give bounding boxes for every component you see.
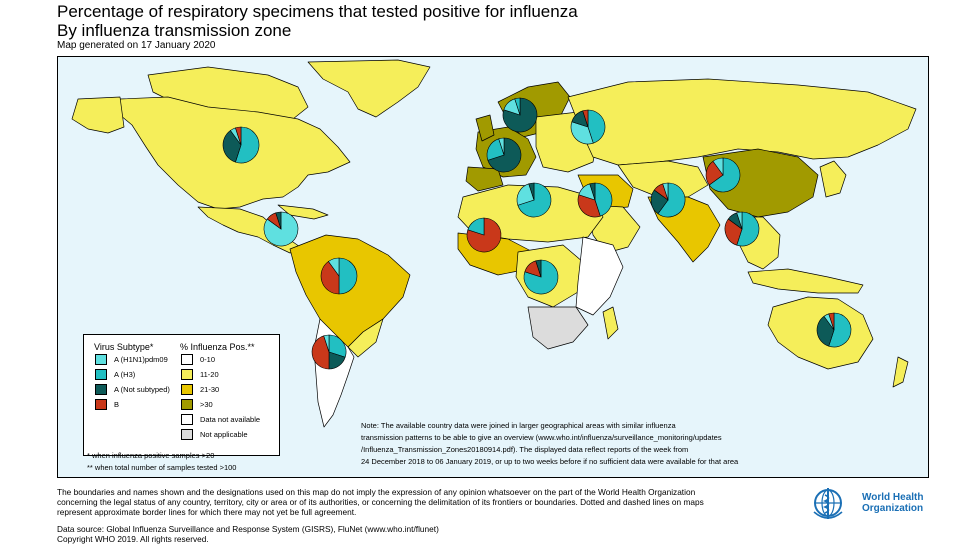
pie-slice-h3: [235, 126, 260, 164]
disclaimer-line: concerning the legal status of any count…: [57, 497, 704, 507]
title-line-2: By influenza transmission zone: [57, 21, 292, 40]
pie-slice-b: [828, 312, 835, 331]
pie-slice-h1n1: [570, 121, 594, 145]
pie-slice-h1n1: [328, 257, 340, 277]
pie-tropical-south-america[interactable]: [320, 257, 358, 295]
disclaimer-line: The boundaries and names shown and the d…: [57, 487, 696, 497]
pie-slice-h3: [594, 182, 613, 217]
pie-slice-b: [577, 194, 601, 218]
pie-slice-h3: [467, 217, 485, 236]
legend-swatch: [181, 414, 193, 425]
pie-oceania[interactable]: [816, 312, 852, 348]
note-line: /Influenza_Transmission_Zones20180914.pd…: [361, 445, 689, 454]
pie-slice-h1n1: [736, 211, 743, 230]
pie-western-africa[interactable]: [466, 217, 502, 253]
region-eastern-africa[interactable]: [575, 236, 624, 316]
who-logo: [808, 486, 928, 522]
region-japan-korea[interactable]: [819, 160, 847, 198]
pie-slice-not-subtyped: [589, 182, 596, 201]
source-line: Data source: Global Influenza Surveillan…: [57, 524, 439, 534]
pie-slice-not-subtyped: [275, 211, 282, 230]
legend-footnote-1: * when influenza positive samples >20: [87, 451, 215, 460]
map-legend: Virus Subtype* % Influenza Pos.** A (H1N…: [83, 334, 280, 456]
pie-slice-h1n1: [323, 334, 330, 353]
pie-slice-not-subtyped: [528, 182, 535, 201]
pie-slice-h3: [587, 109, 606, 144]
influenza-subtype-pies: [222, 97, 852, 370]
disclaimer-line: represent approximate border lines for w…: [57, 507, 357, 517]
region-madagascar[interactable]: [602, 306, 619, 340]
pie-slice-h3: [517, 182, 552, 218]
pie-south-east-asia[interactable]: [724, 211, 760, 247]
pie-slice-b: [311, 335, 330, 370]
region-central-asia[interactable]: [617, 160, 709, 198]
pie-north-america[interactable]: [222, 126, 260, 164]
pie-southern-asia[interactable]: [650, 182, 686, 218]
pie-slice-b: [582, 109, 589, 128]
pie-slice-h1n1: [712, 157, 724, 176]
note-line: transmission patterns to be able to give…: [361, 433, 722, 442]
pie-slice-b: [724, 218, 743, 246]
legend-swatch: [181, 354, 193, 365]
pie-slice-h3: [828, 312, 852, 348]
pie-temperate-south-america[interactable]: [311, 334, 347, 370]
pie-slice-h3: [657, 182, 686, 218]
pie-eastern-asia[interactable]: [705, 157, 741, 193]
legend-positivity-header: % Influenza Pos.**: [180, 342, 255, 352]
pie-western-asia[interactable]: [577, 182, 613, 218]
pie-slice-b: [235, 126, 242, 146]
pie-slice-not-subtyped: [222, 130, 242, 163]
data-note: Note: The available country data were jo…: [361, 420, 831, 468]
disclaimer: The boundaries and names shown and the d…: [57, 487, 747, 517]
pie-slice-h3: [328, 334, 347, 358]
pie-south-west-europe[interactable]: [486, 137, 522, 173]
copyright-line: Copyright WHO 2019. All rights reserved.: [57, 534, 209, 544]
legend-swatch: [95, 384, 107, 395]
data-source: Data source: Global Influenza Surveillan…: [57, 524, 657, 544]
pie-slice-h3: [736, 211, 760, 247]
region-iberia[interactable]: [465, 166, 504, 192]
pie-eastern-europe[interactable]: [570, 109, 606, 145]
legend-swatch: [181, 384, 193, 395]
legend-swatch: [95, 354, 107, 365]
pie-slice-not-subtyped: [816, 315, 835, 347]
note-line: 24 December 2018 to 06 January 2019, or …: [361, 457, 739, 466]
region-south-america-east[interactable]: [347, 318, 384, 358]
legend-swatch: [181, 369, 193, 380]
pie-northern-europe[interactable]: [502, 97, 538, 133]
title-line-1: Percentage of respiratory specimens that…: [57, 2, 578, 21]
who-emblem-icon: [813, 488, 843, 519]
legend-swatch: [95, 369, 107, 380]
region-alaska[interactable]: [71, 96, 125, 134]
who-logo-line-1: World Health: [862, 492, 924, 503]
pie-central-america-and-caribbean[interactable]: [263, 211, 299, 247]
who-logo-text: World Health Organization: [862, 492, 923, 514]
region-southern-africa[interactable]: [527, 306, 589, 350]
who-logo-line-2: Organization: [862, 503, 924, 514]
legend-footnote-2: ** when total number of samples tested >…: [87, 463, 237, 472]
region-greenland[interactable]: [307, 59, 431, 118]
region-indonesia[interactable]: [747, 268, 864, 294]
legend-swatch: [181, 399, 193, 410]
pie-slice-not-subtyped: [487, 137, 522, 173]
region-new-zealand[interactable]: [892, 356, 909, 388]
pie-middle-africa[interactable]: [523, 259, 559, 295]
pie-slice-b: [320, 261, 340, 295]
legend-swatch: [181, 429, 193, 440]
pie-slice-h3: [708, 157, 741, 193]
region-uk[interactable]: [475, 114, 495, 142]
legend-subtype-header: Virus Subtype*: [94, 342, 154, 352]
map-generated-date: Map generated on 17 January 2020: [57, 40, 216, 51]
note-line: Note: The available country data were jo…: [361, 421, 676, 430]
pie-northern-africa[interactable]: [516, 182, 552, 218]
pie-slice-h1n1: [662, 182, 669, 201]
legend-swatch: [95, 399, 107, 410]
pie-slice-h3: [514, 97, 521, 116]
pie-slice-not-subtyped: [535, 259, 542, 278]
pie-slice-h1n1: [498, 137, 505, 156]
pie-slice-h3: [338, 257, 358, 295]
region-russia[interactable]: [567, 78, 917, 166]
map-title: Percentage of respiratory specimens that…: [57, 2, 578, 40]
